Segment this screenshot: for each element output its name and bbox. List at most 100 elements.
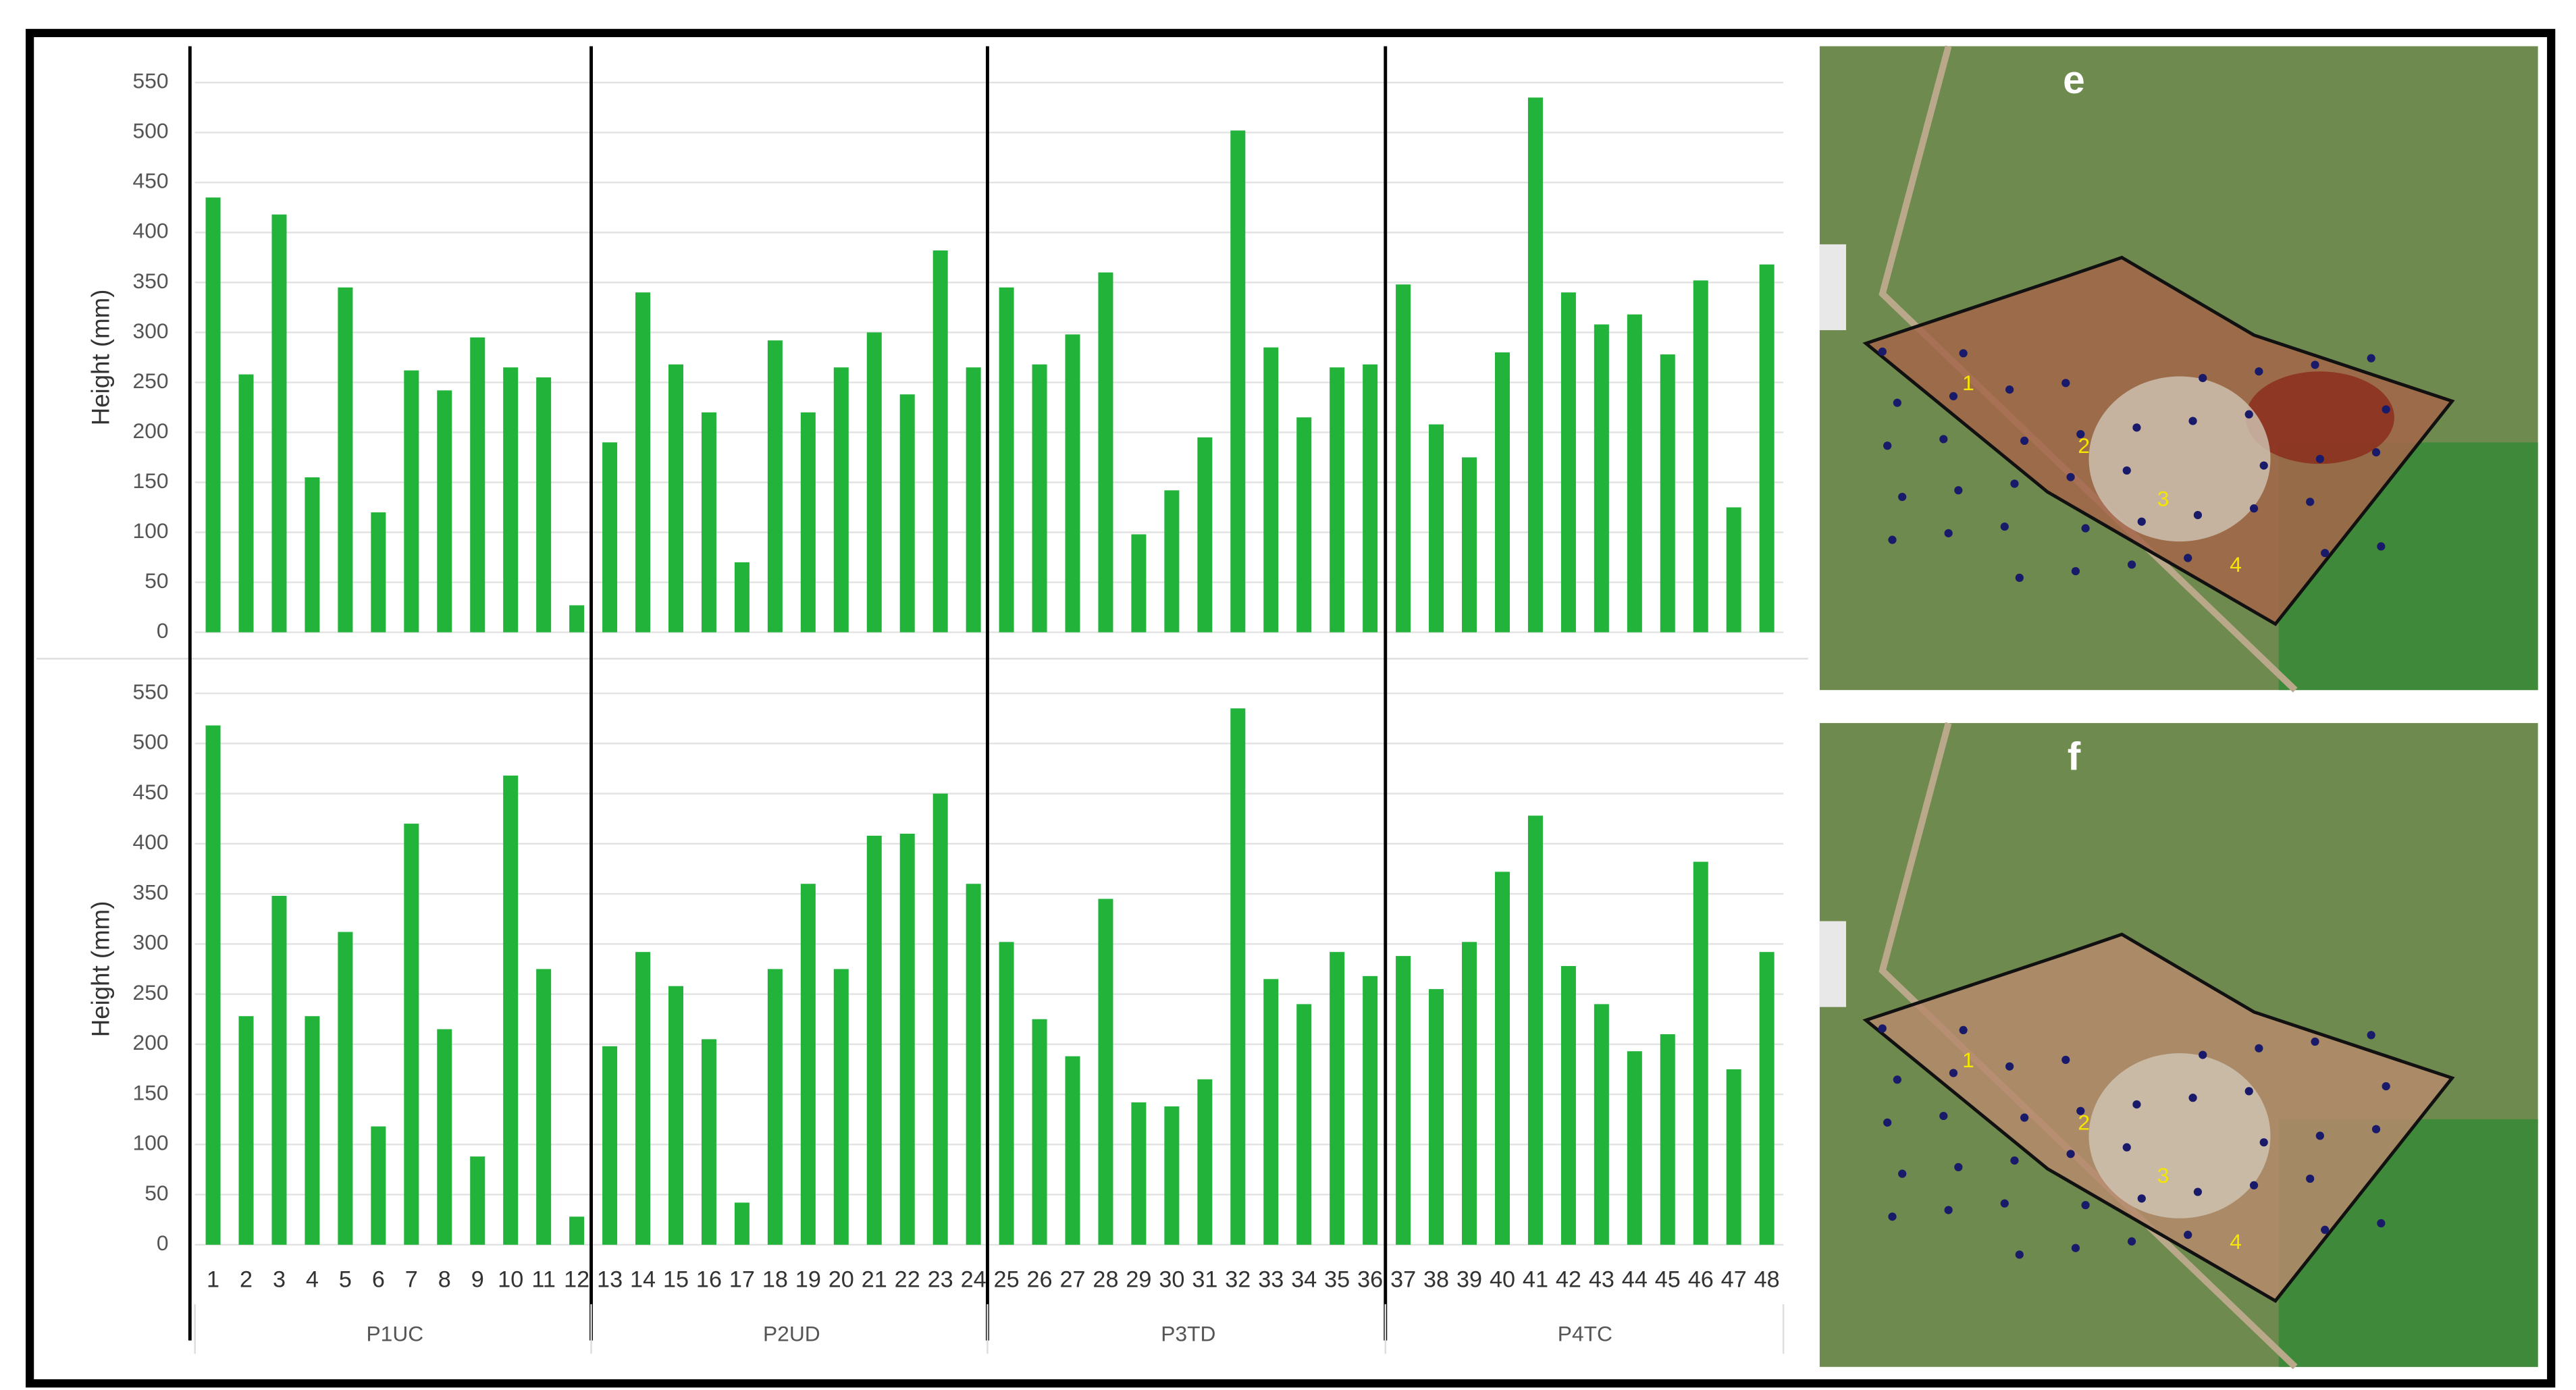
bar — [1296, 1004, 1312, 1245]
sample-point — [2000, 522, 2009, 531]
bar — [1527, 816, 1543, 1245]
sample-point — [2184, 1231, 2192, 1239]
x-tick-label: 19 — [795, 1267, 821, 1293]
sample-point — [1878, 347, 1887, 356]
x-tick-label: 33 — [1258, 1267, 1284, 1293]
sample-point — [1898, 492, 1907, 502]
sample-point — [2193, 510, 2203, 520]
x-tick-label: 22 — [895, 1267, 920, 1293]
zone-label: 2 — [2078, 1111, 2090, 1135]
group-label: P2UD — [763, 1322, 820, 1346]
y-tick-label: 550 — [133, 69, 169, 93]
bar — [1660, 1034, 1675, 1245]
building — [1819, 244, 1847, 331]
bar — [271, 214, 287, 633]
bar — [1230, 130, 1246, 633]
road — [1878, 722, 2298, 1370]
x-tick-label: 35 — [1324, 1267, 1350, 1293]
low-zone — [2088, 1053, 2271, 1219]
x-tick-label: 26 — [1027, 1267, 1053, 1293]
sample-point — [2259, 461, 2268, 470]
sample-point — [1883, 1118, 1892, 1127]
y-tick-label: 50 — [144, 568, 168, 593]
bar — [1693, 861, 1708, 1245]
x-tick-label: 12 — [564, 1267, 589, 1293]
x-tick-label: 7 — [405, 1267, 418, 1293]
bar — [932, 250, 948, 633]
y-tick-label: 200 — [133, 1030, 169, 1054]
y-tick-label: 100 — [133, 518, 169, 543]
group-label: P3TD — [1161, 1322, 1215, 1346]
bar — [470, 337, 485, 633]
sample-point — [1893, 398, 1901, 407]
bar — [503, 367, 519, 633]
bar — [1627, 1051, 1642, 1245]
x-tick-label: 24 — [961, 1267, 987, 1293]
sample-point — [2132, 423, 2141, 432]
sample-point — [2127, 560, 2136, 569]
sample-point — [1944, 529, 1953, 537]
bar — [1462, 942, 1477, 1245]
x-tick-label: 21 — [862, 1267, 887, 1293]
sample-point — [2377, 1219, 2386, 1228]
bar — [404, 370, 419, 633]
bar — [569, 1217, 585, 1245]
bar — [602, 1046, 618, 1245]
bar — [536, 969, 552, 1245]
y-tick-label: 500 — [133, 119, 169, 143]
bar — [371, 512, 386, 633]
bar — [1429, 989, 1444, 1245]
bar — [1032, 1019, 1047, 1245]
group-label: P1UC — [366, 1322, 423, 1346]
y-axis-label: Height (mm) — [86, 901, 114, 1038]
y-tick-label: 500 — [133, 730, 169, 754]
zone-label: 3 — [2157, 486, 2170, 510]
bar — [866, 835, 882, 1245]
bar — [1263, 347, 1279, 633]
sample-point — [2371, 1125, 2381, 1133]
bar — [1197, 437, 1213, 633]
sample-point — [2127, 1237, 2136, 1246]
sample-point — [2071, 566, 2080, 576]
bar — [305, 1016, 320, 1245]
x-tick-label: 25 — [994, 1267, 1020, 1293]
sample-point — [2188, 417, 2197, 425]
x-tick-label: 3 — [273, 1267, 286, 1293]
bar — [1396, 284, 1411, 633]
x-tick-label: 40 — [1490, 1267, 1515, 1293]
bar — [767, 969, 783, 1245]
x-tick-label: 10 — [498, 1267, 523, 1293]
bar — [1726, 507, 1741, 633]
sample-point — [2377, 542, 2386, 551]
bar — [966, 884, 981, 1245]
bar — [437, 390, 452, 633]
bar — [932, 793, 948, 1245]
x-tick-label: 29 — [1126, 1267, 1151, 1293]
sample-point — [2184, 554, 2192, 562]
sample-point — [2066, 473, 2075, 481]
sample-point — [2020, 436, 2029, 446]
hotspot — [2245, 371, 2394, 464]
bar — [1726, 1069, 1741, 1245]
bar — [404, 824, 419, 1245]
sample-point — [2071, 1244, 2080, 1252]
bar — [1363, 364, 1378, 633]
bar — [1065, 1056, 1080, 1245]
sample-point — [2367, 354, 2375, 363]
sample-point — [1944, 1206, 1953, 1214]
bar — [1527, 97, 1543, 633]
sample-point — [2005, 385, 2014, 394]
sample-point — [2306, 1174, 2315, 1183]
bar — [800, 884, 816, 1245]
bar — [866, 332, 882, 633]
y-tick-label: 0 — [157, 618, 169, 643]
y-tick-label: 0 — [157, 1231, 169, 1255]
bar — [800, 412, 816, 633]
bar — [966, 367, 981, 633]
sample-point — [2015, 1250, 2024, 1259]
x-tick-label: 14 — [630, 1267, 656, 1293]
sample-point — [2132, 1100, 2141, 1109]
sample-point — [1878, 1024, 1887, 1033]
bar — [1296, 417, 1312, 633]
bar — [1230, 708, 1246, 1245]
